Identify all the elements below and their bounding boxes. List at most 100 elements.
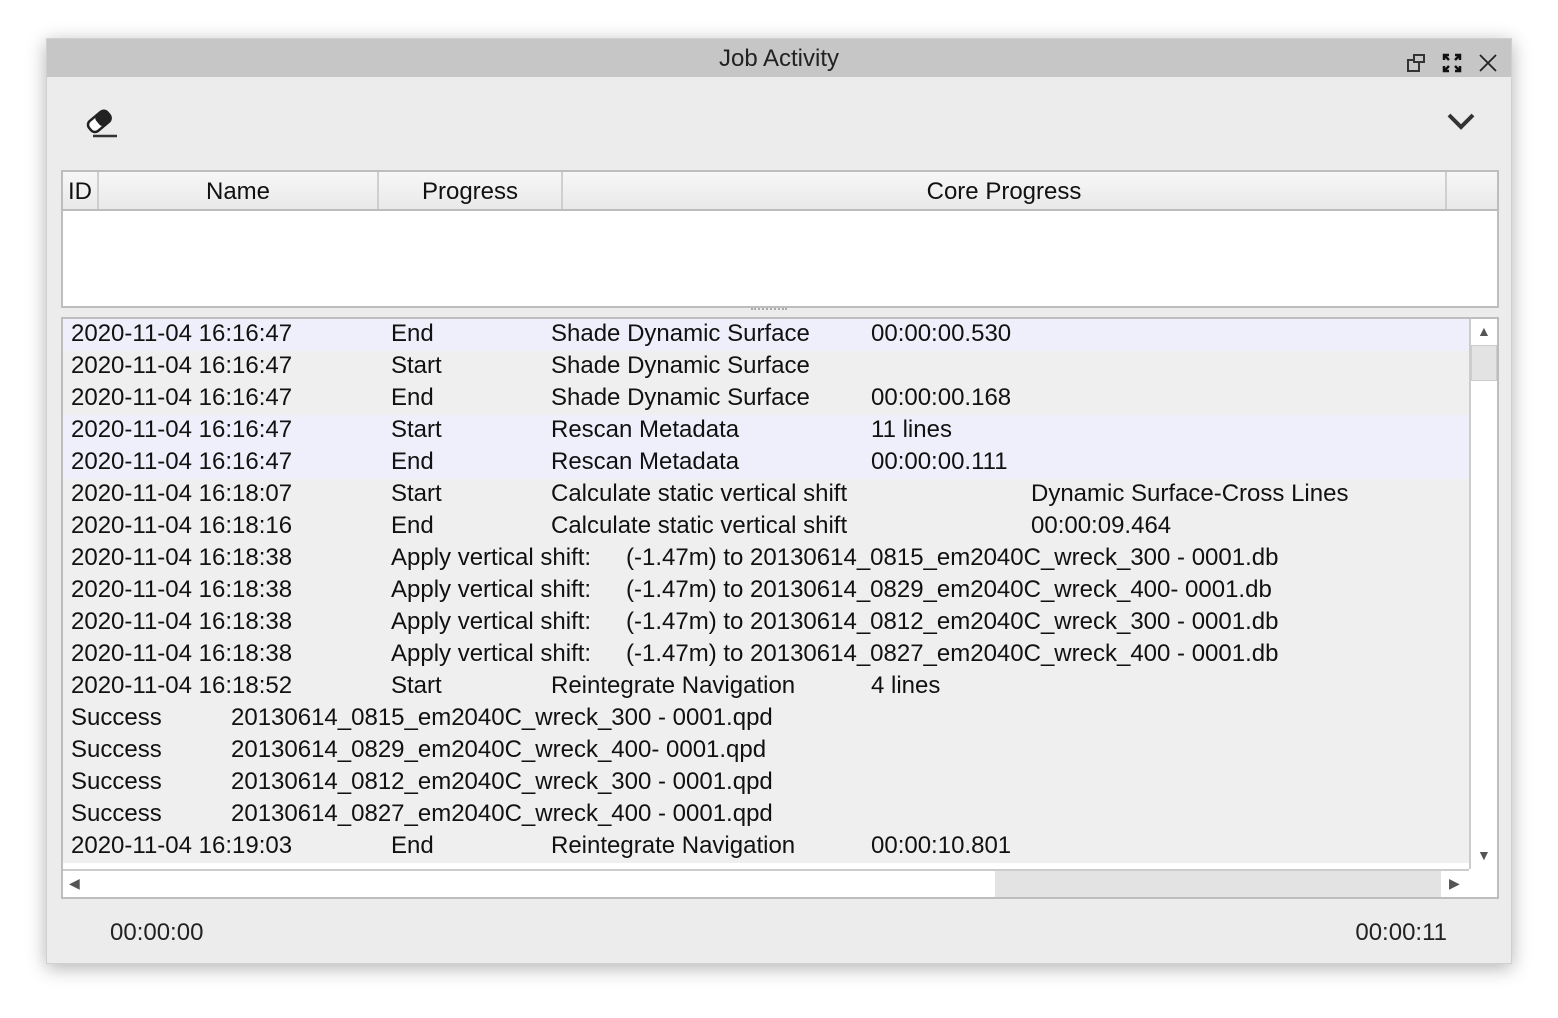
log-cell-target: (-1.47m) to 20130614_0827_em2040C_wreck_… — [626, 640, 1279, 667]
log-cell-detail: 00:00:00.168 — [871, 384, 1012, 411]
log-cell-timestamp: 2020-11-04 16:18:38 — [71, 608, 293, 635]
log-row[interactable]: 2020-11-04 16:18:38 Apply vertical shift:… — [63, 575, 1469, 607]
log-cell-timestamp: 2020-11-04 16:18:52 — [71, 672, 293, 699]
splitter-handle[interactable] — [751, 308, 787, 312]
log-cell-detail: 00:00:10.801 — [871, 832, 1012, 859]
log-cell-timestamp: 2020-11-04 16:16:47 — [71, 448, 293, 475]
title-bar[interactable]: Job Activity — [47, 39, 1511, 77]
log-row[interactable]: 2020-11-04 16:18:38 Apply vertical shift:… — [63, 543, 1469, 575]
jobs-table-header: ID Name Progress Core Progress — [63, 172, 1497, 211]
vertical-scrollbar[interactable]: ▲ ▼ — [1469, 319, 1497, 869]
log-cell-action: Apply vertical shift: — [391, 544, 592, 571]
log-row[interactable]: Success 20130614_0815_em2040C_wreck_300 -… — [63, 703, 1469, 735]
horizontal-scroll-thumb[interactable] — [995, 871, 1441, 897]
log-row[interactable]: 2020-11-04 16:19:03 End Reintegrate Naviga… — [63, 831, 1469, 863]
log-cell-event-type: Start — [391, 672, 442, 699]
log-cell-extra: Dynamic Surface-Cross Lines — [1031, 480, 1349, 507]
log-cell-status: Success — [71, 736, 162, 763]
log-cell-timestamp: 2020-11-04 16:19:03 — [71, 832, 293, 859]
column-header-name[interactable]: Name — [99, 172, 379, 209]
log-cell-file-name: 20130614_0827_em2040C_wreck_400 - 0001.q… — [231, 800, 773, 827]
job-activity-window: Job Activity ID Name Progress Core Progr… — [46, 38, 1512, 964]
log-row[interactable]: 2020-11-04 16:16:47 Start Shade Dynamic Su… — [63, 351, 1469, 383]
column-header-id[interactable]: ID — [63, 172, 99, 209]
log-cell-event-type: End — [391, 512, 434, 539]
log-cell-timestamp: 2020-11-04 16:18:38 — [71, 640, 293, 667]
log-row[interactable]: 2020-11-04 16:18:38 Apply vertical shift:… — [63, 639, 1469, 671]
log-cell-timestamp: 2020-11-04 16:16:47 — [71, 416, 293, 443]
log-cell-task-name: Shade Dynamic Surface — [551, 320, 810, 347]
log-row[interactable]: 2020-11-04 16:18:38 Apply vertical shift:… — [63, 607, 1469, 639]
log-row[interactable]: Success 20130614_0827_em2040C_wreck_400 -… — [63, 799, 1469, 831]
scroll-left-icon[interactable]: ◀ — [69, 875, 80, 891]
vertical-scroll-thumb[interactable] — [1471, 345, 1497, 381]
log-cell-task-name: Reintegrate Navigation — [551, 832, 796, 859]
log-row[interactable]: 2020-11-04 16:18:07 Start Calculate static… — [63, 479, 1469, 511]
log-cell-timestamp: 2020-11-04 16:18:07 — [71, 480, 293, 507]
log-cell-task-name: Calculate static vertical shift — [551, 512, 848, 539]
horizontal-scrollbar[interactable]: ◀ ▶ — [63, 869, 1469, 897]
log-cell-task-name: Shade Dynamic Surface — [551, 352, 810, 379]
log-cell-detail: 11 lines — [871, 416, 952, 443]
log-cell-event-type: End — [391, 832, 434, 859]
close-icon[interactable] — [1477, 47, 1499, 72]
maximize-icon[interactable] — [1441, 47, 1463, 73]
log-cell-task-name: Rescan Metadata — [551, 416, 740, 443]
scroll-up-icon[interactable]: ▲ — [1477, 323, 1491, 339]
log-cell-detail: 00:00:00.530 — [871, 320, 1012, 347]
column-header-core-progress[interactable]: Core Progress — [563, 172, 1447, 209]
log-cell-event-type: End — [391, 384, 434, 411]
log-cell-event-type: End — [391, 448, 434, 475]
log-cell-timestamp: 2020-11-04 16:16:47 — [71, 320, 293, 347]
jobs-table: ID Name Progress Core Progress — [61, 170, 1499, 308]
log-cell-target: (-1.47m) to 20130614_0815_em2040C_wreck_… — [626, 544, 1279, 571]
log-cell-file-name: 20130614_0812_em2040C_wreck_300 - 0001.q… — [231, 768, 773, 795]
window-title: Job Activity — [718, 45, 840, 72]
log-cell-task-name: Shade Dynamic Surface — [551, 384, 810, 411]
log-cell-timestamp: 2020-11-04 16:18:38 — [71, 576, 293, 603]
log-cell-status: Success — [71, 704, 162, 731]
log-cell-action: Apply vertical shift: — [391, 576, 592, 603]
log-cell-status: Success — [71, 768, 162, 795]
log-cell-timestamp: 2020-11-04 16:16:47 — [71, 352, 293, 379]
log-cell-event-type: End — [391, 320, 434, 347]
log-cell-action: Apply vertical shift: — [391, 640, 592, 667]
log-cell-event-type: Start — [391, 416, 442, 443]
log-cell-task-name: Rescan Metadata — [551, 448, 740, 475]
log-cell-timestamp: 2020-11-04 16:16:47 — [71, 384, 293, 411]
elapsed-end: 00:00:11 — [1355, 919, 1447, 946]
log-cell-detail: 4 lines — [871, 672, 941, 699]
chevron-down-icon[interactable] — [1445, 109, 1477, 133]
log-cell-file-name: 20130614_0815_em2040C_wreck_300 - 0001.q… — [231, 704, 773, 731]
column-header-extra[interactable] — [1447, 172, 1497, 209]
log-cell-event-type: Start — [391, 480, 442, 507]
float-icon[interactable] — [1405, 47, 1427, 72]
log-row[interactable]: 2020-11-04 16:18:16 End Calculate static v… — [63, 511, 1469, 543]
column-header-progress[interactable]: Progress — [379, 172, 563, 209]
log-cell-target: (-1.47m) to 20130614_0829_em2040C_wreck_… — [626, 576, 1272, 603]
eraser-icon[interactable] — [81, 105, 119, 139]
log-cell-task-name: Reintegrate Navigation — [551, 672, 796, 699]
log-cell-extra: 00:00:09.464 — [1031, 512, 1172, 539]
scroll-down-icon[interactable]: ▼ — [1477, 847, 1491, 863]
log-cell-file-name: 20130614_0829_em2040C_wreck_400- 0001.qp… — [231, 736, 767, 763]
elapsed-start: 00:00:00 — [110, 919, 204, 946]
log-cell-action: Apply vertical shift: — [391, 608, 592, 635]
log-cell-status: Success — [71, 800, 162, 827]
log-row[interactable]: 2020-11-04 16:16:47 End Shade Dynamic Surf… — [63, 383, 1469, 415]
log-row[interactable]: 2020-11-04 16:18:52 Start Reintegrate Navi… — [63, 671, 1469, 703]
log-row[interactable]: 2020-11-04 16:16:47 End Rescan Metadata 00:… — [63, 447, 1469, 479]
log-cell-task-name: Calculate static vertical shift — [551, 480, 848, 507]
log-rows: 2020-11-04 16:16:47 End Shade Dynamic Surf… — [63, 319, 1469, 869]
log-cell-timestamp: 2020-11-04 16:18:16 — [71, 512, 293, 539]
log-row[interactable]: 2020-11-04 16:16:47 Start Rescan Metadata 1… — [63, 415, 1469, 447]
log-cell-detail: 00:00:00.111 — [871, 448, 1008, 475]
activity-log: 2020-11-04 16:16:47 End Shade Dynamic Surf… — [61, 317, 1499, 899]
scroll-right-icon[interactable]: ▶ — [1449, 875, 1460, 891]
log-cell-target: (-1.47m) to 20130614_0812_em2040C_wreck_… — [626, 608, 1279, 635]
log-cell-event-type: Start — [391, 352, 442, 379]
log-row[interactable]: Success 20130614_0812_em2040C_wreck_300 -… — [63, 767, 1469, 799]
log-row[interactable]: 2020-11-04 16:16:47 End Shade Dynamic Surf… — [63, 319, 1469, 351]
log-cell-timestamp: 2020-11-04 16:18:38 — [71, 544, 293, 571]
log-row[interactable]: Success 20130614_0829_em2040C_wreck_400- … — [63, 735, 1469, 767]
